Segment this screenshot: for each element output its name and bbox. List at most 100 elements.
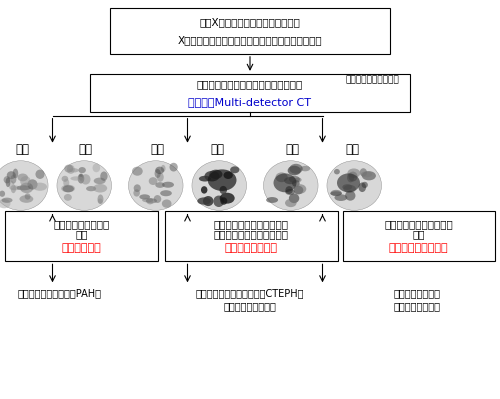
Ellipse shape xyxy=(284,177,297,184)
Text: 換気に異常を認めない少な: 換気に異常を認めない少な xyxy=(214,219,289,229)
Ellipse shape xyxy=(16,186,30,190)
FancyBboxPatch shape xyxy=(342,211,495,261)
Text: 換気: 換気 xyxy=(150,143,164,156)
Ellipse shape xyxy=(289,176,300,183)
FancyBboxPatch shape xyxy=(5,211,158,261)
Ellipse shape xyxy=(11,184,16,193)
Ellipse shape xyxy=(337,174,360,192)
Ellipse shape xyxy=(170,163,178,172)
Text: その他の肺血管疾患: その他の肺血管疾患 xyxy=(224,301,276,312)
Text: 正常または斑状血流: 正常または斑状血流 xyxy=(53,219,110,229)
Ellipse shape xyxy=(4,176,10,184)
Ellipse shape xyxy=(300,166,310,171)
Text: に伴う肺高血圧症: に伴う肺高血圧症 xyxy=(394,301,441,312)
Ellipse shape xyxy=(62,176,68,182)
Text: 血流: 血流 xyxy=(210,143,224,156)
Ellipse shape xyxy=(361,172,372,177)
Text: 胸部造影Multi-detector CT: 胸部造影Multi-detector CT xyxy=(188,97,312,107)
Ellipse shape xyxy=(10,175,16,184)
Ellipse shape xyxy=(362,182,368,188)
Ellipse shape xyxy=(266,197,278,203)
Ellipse shape xyxy=(294,186,304,194)
Text: 肺動脈性肺高血圧症（PAH）: 肺動脈性肺高血圧症（PAH） xyxy=(18,288,102,298)
Ellipse shape xyxy=(347,173,354,182)
Text: 換気障害型肺疾患: 換気障害型肺疾患 xyxy=(394,288,441,298)
Ellipse shape xyxy=(62,185,74,192)
Text: 肺換気・血流スキャン（可能な施設）: 肺換気・血流スキャン（可能な施設） xyxy=(197,79,303,89)
Ellipse shape xyxy=(220,186,227,194)
Ellipse shape xyxy=(162,200,172,208)
Ellipse shape xyxy=(36,170,44,179)
Ellipse shape xyxy=(6,171,16,179)
Ellipse shape xyxy=(128,161,183,210)
Ellipse shape xyxy=(276,172,287,182)
Ellipse shape xyxy=(98,198,102,204)
Ellipse shape xyxy=(98,194,103,204)
Ellipse shape xyxy=(64,164,73,173)
Text: 血栓を認めず: 血栓を認めず xyxy=(62,243,101,253)
FancyBboxPatch shape xyxy=(326,158,383,212)
FancyBboxPatch shape xyxy=(56,158,113,212)
Ellipse shape xyxy=(134,184,141,192)
Ellipse shape xyxy=(334,169,340,174)
Ellipse shape xyxy=(10,186,21,190)
Text: 血栓や肺血管病変: 血栓や肺血管病変 xyxy=(224,243,278,253)
Ellipse shape xyxy=(342,184,352,190)
Ellipse shape xyxy=(94,178,106,184)
Ellipse shape xyxy=(274,174,296,192)
Ellipse shape xyxy=(362,171,376,180)
Ellipse shape xyxy=(92,164,100,172)
FancyBboxPatch shape xyxy=(262,158,320,212)
Ellipse shape xyxy=(64,179,70,187)
Ellipse shape xyxy=(224,172,233,179)
Ellipse shape xyxy=(132,167,142,176)
Ellipse shape xyxy=(100,172,107,181)
Ellipse shape xyxy=(33,183,47,191)
Text: 胸部X線で肺野に異常なし．または: 胸部X線で肺野に異常なし．または xyxy=(200,17,300,27)
Ellipse shape xyxy=(208,170,236,191)
Ellipse shape xyxy=(294,184,306,194)
FancyBboxPatch shape xyxy=(90,74,410,112)
Ellipse shape xyxy=(220,198,228,205)
Ellipse shape xyxy=(67,165,75,174)
Ellipse shape xyxy=(214,196,224,207)
Ellipse shape xyxy=(0,191,5,197)
Ellipse shape xyxy=(61,185,75,192)
Ellipse shape xyxy=(330,191,342,196)
Ellipse shape xyxy=(155,167,164,174)
Ellipse shape xyxy=(86,186,96,191)
Text: 血流: 血流 xyxy=(346,143,360,156)
Ellipse shape xyxy=(288,166,301,175)
Ellipse shape xyxy=(6,178,10,187)
Ellipse shape xyxy=(148,177,158,185)
Ellipse shape xyxy=(68,168,79,172)
Ellipse shape xyxy=(201,186,207,194)
Ellipse shape xyxy=(157,172,164,182)
Text: 換気に異常を認める血流: 換気に異常を認める血流 xyxy=(384,219,453,229)
Ellipse shape xyxy=(344,185,356,193)
Ellipse shape xyxy=(57,161,112,210)
FancyBboxPatch shape xyxy=(190,158,248,212)
Text: 慢性血栓塞栓性肺高血圧（CTEPH）: 慢性血栓塞栓性肺高血圧（CTEPH） xyxy=(196,288,304,298)
Ellipse shape xyxy=(192,161,246,210)
Ellipse shape xyxy=(334,194,347,201)
Ellipse shape xyxy=(327,161,382,210)
Ellipse shape xyxy=(198,198,211,205)
Ellipse shape xyxy=(285,189,295,195)
Ellipse shape xyxy=(20,195,34,203)
Ellipse shape xyxy=(24,193,30,200)
Text: （動脈血液ガス分析）: （動脈血液ガス分析） xyxy=(345,75,399,84)
FancyBboxPatch shape xyxy=(127,158,184,212)
Text: くとも区域以上の血流欠損: くとも区域以上の血流欠損 xyxy=(214,229,289,239)
Ellipse shape xyxy=(348,168,360,178)
Text: 換気: 換気 xyxy=(16,143,30,156)
Ellipse shape xyxy=(290,164,302,174)
Text: 欠損: 欠損 xyxy=(412,229,425,239)
Ellipse shape xyxy=(358,182,366,192)
Ellipse shape xyxy=(161,165,166,172)
Text: X線所見や呼吸機能検査に比して肺高血圧症が着明: X線所見や呼吸機能検査に比して肺高血圧症が着明 xyxy=(178,35,322,45)
Ellipse shape xyxy=(0,161,48,210)
Ellipse shape xyxy=(20,183,34,193)
Text: 血流: 血流 xyxy=(78,143,92,156)
Ellipse shape xyxy=(285,199,296,207)
